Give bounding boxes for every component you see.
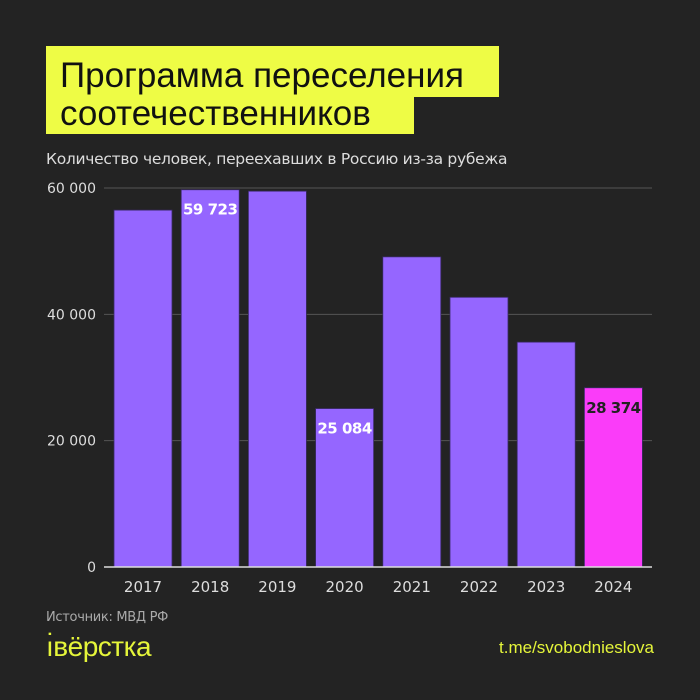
data-label-2020: 25 084 (317, 420, 371, 438)
bar-2017 (113, 209, 173, 568)
bar-2024 (584, 387, 643, 568)
bar-2022 (449, 296, 509, 568)
bar-2019 (247, 190, 307, 568)
x-tick-label: 2017 (124, 578, 162, 596)
y-tick-label: 60 000 (47, 181, 96, 197)
x-tick-label: 2021 (393, 578, 431, 596)
bar-2021 (382, 256, 442, 568)
x-tick-label: 2022 (460, 578, 498, 596)
telegram-link[interactable]: t.me/svobodnieslova (499, 638, 654, 657)
bar-2020 (315, 408, 375, 568)
y-tick-label: 20 000 (47, 434, 96, 450)
x-tick-label: 2019 (258, 578, 296, 596)
bar-2018 (180, 189, 240, 568)
source-note: Источник: МВД РФ (46, 610, 169, 625)
y-tick-label: 40 000 (47, 307, 96, 323)
data-label-2018: 59 723 (183, 201, 237, 219)
title-line-1: Программа переселения (46, 46, 499, 97)
x-tick-label: 2024 (594, 578, 632, 596)
data-label-2024: 28 374 (586, 399, 640, 417)
logo-verstka: ı̇вёрстка (46, 631, 152, 662)
y-tick-label: 0 (87, 560, 96, 576)
title-line-2: соотечественников (46, 96, 414, 134)
x-tick-label: 2018 (191, 578, 229, 596)
chart-subtitle: Количество человек, переехавших в Россию… (46, 150, 508, 168)
x-tick-label: 2023 (527, 578, 565, 596)
bar-2023 (516, 341, 576, 568)
x-tick-label: 2020 (326, 578, 364, 596)
